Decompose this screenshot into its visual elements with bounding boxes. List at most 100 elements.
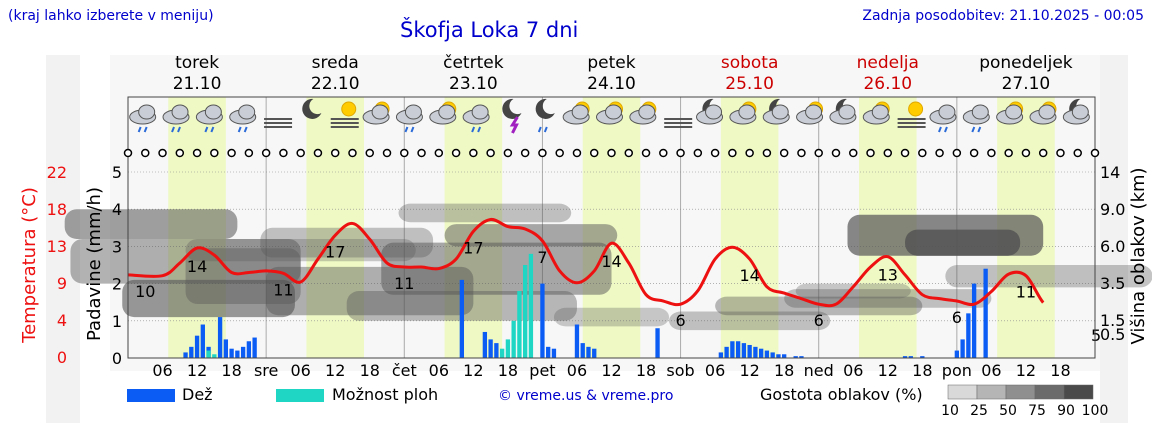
wind-calm-marker [313, 148, 323, 158]
temperature-label: 6 [675, 311, 685, 330]
legend-rain-swatch [127, 389, 175, 402]
temperature-label: 11 [394, 274, 414, 293]
day-date: 23.10 [449, 74, 498, 94]
temperature-line [127, 217, 1045, 308]
x-tick-label: 12 [739, 361, 759, 380]
rain-bar [793, 356, 798, 358]
location-hint[interactable]: (kraj lahko izberete v meniju) [8, 8, 214, 24]
showers-bar [206, 350, 211, 358]
temperature-label: 11 [1016, 283, 1036, 302]
temperature-label: 7 [537, 248, 547, 267]
showers-bar [523, 265, 528, 358]
temperature-label: 14 [739, 266, 759, 285]
x-tick-label: 06 [152, 361, 172, 380]
precip-tick: 3 [112, 237, 122, 256]
moon-cloud-icon [696, 98, 724, 125]
rain-bar [229, 348, 234, 358]
x-tick-label: 12 [1016, 361, 1036, 380]
wind-calm-marker [762, 148, 772, 158]
wind-calm-marker [987, 148, 996, 158]
wind-calm-marker [210, 148, 219, 158]
wind-calm-marker [1038, 148, 1048, 158]
cloud-height-axis-title: Višina oblakov (km) [1128, 167, 1149, 344]
cloud-density-step: 50 [999, 403, 1017, 419]
rain-bar [580, 343, 585, 358]
temperature-label: 5 [1091, 326, 1101, 345]
wind-calm-marker [192, 148, 202, 158]
wind-calm-marker [434, 148, 444, 158]
sun-cloud-icon [1029, 101, 1057, 125]
wind-calm-marker [641, 148, 651, 158]
sun-fog-icon [330, 101, 359, 128]
day-date: 22.10 [311, 74, 360, 94]
sun-fog-icon [897, 101, 926, 128]
wind-calm-marker [400, 148, 409, 158]
rain-bar [799, 356, 804, 358]
wind-calm-marker [935, 148, 944, 158]
x-tick-label: 12 [463, 361, 483, 380]
copyright-link[interactable]: © vreme.us & vreme.pro [498, 388, 674, 404]
rain-bar [735, 341, 741, 358]
wind-calm-marker [1090, 148, 1100, 158]
last-updated: Zadnja posodobitev: 21.10.2025 - 00:05 [862, 8, 1144, 24]
cloud-rain-icon [195, 104, 223, 133]
rain-bar [194, 335, 200, 358]
day-name: ponedeljek [979, 53, 1073, 73]
x-tick-label: 18 [360, 361, 380, 380]
day-name: sobota [721, 53, 779, 73]
wind-calm-marker [572, 148, 582, 158]
rain-bar [983, 268, 988, 358]
rain-bar [718, 352, 724, 358]
moon-cloud-icon [829, 98, 857, 125]
rain-bar [223, 339, 229, 358]
wind-calm-marker [1073, 148, 1082, 158]
showers-bar [528, 253, 534, 358]
wind-calm-marker [883, 148, 893, 158]
rain-bar [776, 354, 781, 358]
rain-bar [724, 346, 729, 358]
rain-bar [551, 348, 557, 358]
moon-icon [302, 98, 322, 119]
x-tick-label: 12 [325, 361, 345, 380]
cloud-density-swatch [1034, 384, 1065, 400]
day-date: 24.10 [587, 74, 636, 94]
wind-calm-marker [469, 148, 478, 158]
cloud-density-area [444, 224, 618, 247]
wind-calm-marker [589, 148, 599, 158]
fog-icon [264, 118, 293, 128]
day-name: četrtek [443, 53, 504, 73]
wind-calm-marker [814, 148, 823, 158]
cloud-density-area [122, 279, 295, 318]
rain-bar [488, 339, 493, 358]
wind-calm-marker [624, 148, 634, 158]
precip-tick: 0 [112, 349, 122, 368]
x-tick-label: 06 [981, 361, 1001, 380]
cloud-density-step: 100 [1082, 403, 1109, 419]
rain-bar [753, 346, 758, 358]
day-date: 25.10 [725, 74, 774, 94]
wind-calm-marker [849, 148, 858, 158]
x-tick-label: 18 [1050, 361, 1070, 380]
cloud-density-area [398, 203, 572, 223]
cloud-density-step: 10 [941, 403, 959, 419]
wind-calm-marker [244, 148, 254, 158]
wind-calm-marker [1004, 148, 1013, 158]
temperature-tick: 4 [57, 311, 67, 330]
wind-calm-marker [261, 148, 271, 158]
cloud-density-label: Gostota oblakov (%) [760, 385, 923, 404]
wind-calm-marker [1056, 148, 1065, 158]
x-tick-label: sob [666, 361, 694, 380]
wind-calm-marker [175, 148, 185, 158]
wind-calm-marker [382, 148, 392, 158]
rain-bar [235, 350, 240, 358]
wind-calm-marker [227, 148, 236, 158]
daylight-band [720, 97, 779, 358]
x-tick-label: sre [254, 361, 278, 380]
wind-calm-marker [520, 148, 530, 158]
right-axis-panel [1100, 55, 1128, 423]
temperature-label: 14 [601, 252, 621, 271]
cloud-density-area [64, 209, 238, 239]
temperature-label: 17 [463, 238, 483, 257]
temperature-tick: 22 [47, 163, 67, 182]
cloud-rain-icon [229, 104, 257, 133]
